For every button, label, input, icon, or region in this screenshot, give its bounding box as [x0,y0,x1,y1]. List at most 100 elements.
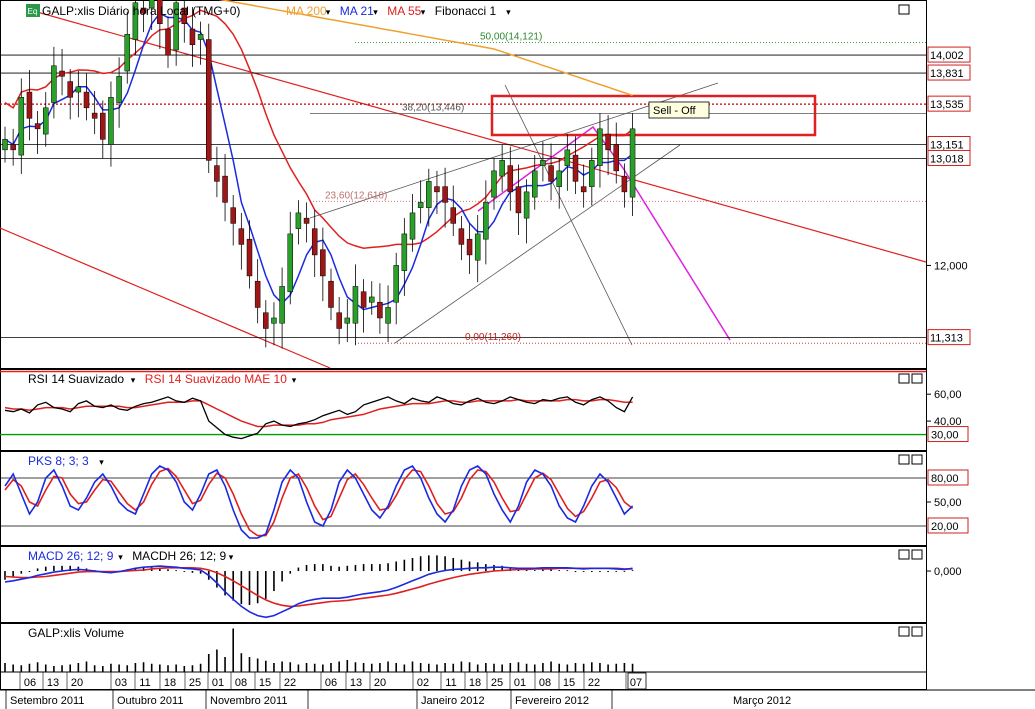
legend-item[interactable]: RSI 14 Suavizado [28,372,124,386]
candle-body[interactable] [572,154,579,182]
candle-body[interactable] [556,170,562,187]
candle-body[interactable] [507,165,514,193]
volume-close-button[interactable] [911,626,923,637]
candle-body[interactable] [108,97,114,145]
candle-body[interactable] [474,233,481,261]
candle-body[interactable] [181,7,188,25]
candle-body[interactable] [377,301,383,319]
candle-body[interactable] [206,39,212,161]
candle-body[interactable] [75,86,82,93]
date-axis[interactable]: 06 13 20 03 11 18 25 01 08 15 22 06 13 20 02 11 18 25 01 08… [0,671,1035,709]
candle-body[interactable] [222,175,228,203]
candle-body[interactable] [230,207,236,224]
pks-maximize-button[interactable] [898,454,910,465]
macd-panel[interactable]: MACD 26; 12; 9 ▾ MACDH 26; 12; 9 ▾ 0,000 [0,546,962,623]
candle-body[interactable] [458,228,465,245]
pks-panel[interactable]: PKS 8; 3; 3 ▾ 50,00 80,00 20,00 [0,451,969,546]
pks-legend[interactable]: PKS 8; 3; 3 ▾ [28,454,104,468]
candle-body[interactable] [246,238,253,277]
candle-body[interactable] [51,65,57,103]
legend-item[interactable]: MA 200 [286,4,327,18]
candlesticks[interactable] [2,0,636,349]
legend-item[interactable]: MA 55 [387,4,421,18]
candle-body[interactable] [148,0,155,9]
candle-body[interactable] [59,70,65,77]
candle-body[interactable] [336,312,342,329]
macd-maximize-button[interactable] [898,549,910,560]
macd-legend[interactable]: MACD 26; 12; 9 ▾ MACDH 26; 12; 9 ▾ [28,549,234,563]
candle-body[interactable] [613,144,619,172]
candle-body[interactable] [466,238,473,256]
rsi-legend[interactable]: RSI 14 Suavizado ▾ RSI 14 Suavizado MAE 10… [28,372,297,386]
candle-body[interactable] [548,165,554,182]
candle-body[interactable] [132,2,139,40]
candle-body[interactable] [165,28,171,56]
legend-item[interactable]: MACDH 26; 12; 9 [132,549,226,563]
volume-panel[interactable]: GALP:xlis Volume [0,623,927,690]
candle-body[interactable] [328,280,334,308]
candle-body[interactable] [393,265,399,303]
candle-body[interactable] [67,81,73,98]
candle-body[interactable] [344,317,351,324]
macd-close-button[interactable] [911,549,923,560]
candle-body[interactable] [417,202,424,208]
candle-body[interactable] [83,91,90,109]
candle-body[interactable] [2,139,8,151]
candle-body[interactable] [279,286,285,324]
candle-body[interactable] [605,133,611,151]
candle-body[interactable] [434,186,440,193]
price-panel[interactable]: 50,00(14,121) 38,20(13,446) 23,60(12,610) 0… [0,0,971,369]
candle-body[interactable] [271,317,277,324]
candle-body[interactable] [43,107,49,135]
candle-body[interactable] [491,170,497,198]
candle-body[interactable] [564,149,571,166]
candle-body[interactable] [360,291,367,308]
candle-body[interactable] [157,0,163,25]
legend-item[interactable]: Fibonacci 1 [435,4,497,18]
candle-body[interactable] [26,91,33,119]
candle-body[interactable] [515,186,522,214]
candle-body[interactable] [124,34,130,72]
candle-body[interactable] [214,165,220,182]
candle-body[interactable] [116,76,122,103]
candle-body[interactable] [197,34,204,40]
candle-body[interactable] [369,296,375,303]
legend-item[interactable]: RSI 14 Suavizado MAE 10 [145,372,287,386]
legend-item[interactable]: MA 21 [340,4,374,18]
candle-body[interactable] [450,207,456,224]
sell-off-zone[interactable] [490,94,817,137]
candle-body[interactable] [442,186,448,203]
candle-body[interactable] [426,181,432,208]
candle-body[interactable] [238,228,245,245]
candle-body[interactable] [352,286,359,324]
candle-body[interactable] [303,217,310,224]
candle-body[interactable] [189,28,196,46]
candle-body[interactable] [311,228,318,256]
candle-body[interactable] [34,123,41,130]
maximize-button[interactable] [898,4,910,15]
price-legend[interactable]: MA 200 ▾ MA 21 ▾ MA 55 ▾ Fibonacci 1 ▾ [286,4,511,18]
pks-close-button[interactable] [911,454,923,465]
rsi-maximize-button[interactable] [898,373,910,384]
legend-item[interactable]: MACD 26; 12; 9 [28,549,114,563]
candle-body[interactable] [18,97,25,156]
candle-body[interactable] [254,280,261,308]
candle-body[interactable] [91,112,98,119]
candle-body[interactable] [385,307,391,324]
candle-body[interactable] [173,2,179,51]
candle-body[interactable] [483,202,489,240]
candle-body[interactable] [597,128,603,166]
candle-body[interactable] [621,175,628,193]
candle-body[interactable] [263,312,269,329]
candle-body[interactable] [287,233,293,292]
candle-body[interactable] [629,128,636,198]
candle-body[interactable] [10,144,16,151]
candle-body[interactable] [580,186,587,193]
candle-body[interactable] [532,170,538,198]
legend-item[interactable]: PKS 8; 3; 3 [28,454,89,468]
rsi-panel[interactable]: RSI 14 Suavizado ▾ RSI 14 Suavizado MAE 10… [0,369,969,451]
candle-body[interactable] [499,160,505,177]
candle-body[interactable] [140,7,147,14]
candle-body[interactable] [540,160,546,166]
